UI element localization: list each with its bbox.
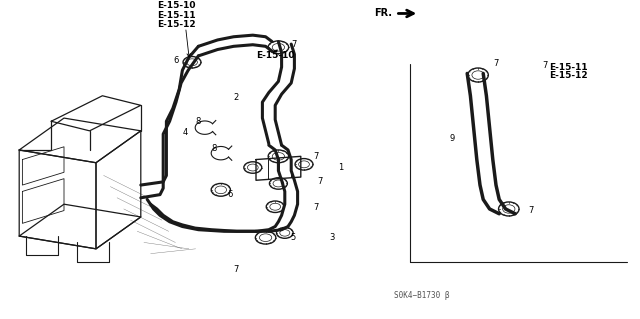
Ellipse shape (266, 201, 284, 212)
Text: E-15-11: E-15-11 (157, 11, 195, 20)
Text: E-15-10: E-15-10 (157, 1, 195, 10)
Text: 8: 8 (211, 144, 216, 153)
Ellipse shape (269, 178, 287, 189)
Text: 9: 9 (450, 134, 455, 143)
Text: E-15-11: E-15-11 (549, 63, 588, 71)
Text: E-15-12: E-15-12 (549, 71, 588, 80)
Text: 7: 7 (234, 265, 239, 274)
Text: 2: 2 (234, 93, 239, 102)
Ellipse shape (183, 56, 201, 68)
Text: S0K4−B1730 β: S0K4−B1730 β (394, 291, 449, 300)
Text: 8: 8 (195, 117, 200, 126)
Text: 7: 7 (291, 40, 296, 49)
Text: 7: 7 (314, 203, 319, 212)
Ellipse shape (211, 183, 230, 196)
Text: E-15-10: E-15-10 (256, 51, 294, 60)
Text: E-15-12: E-15-12 (157, 20, 195, 29)
Text: FR.: FR. (374, 9, 392, 19)
Text: 5: 5 (290, 233, 295, 242)
Text: 7: 7 (317, 177, 322, 186)
Text: 7: 7 (493, 59, 498, 68)
Text: 6: 6 (173, 56, 179, 65)
Ellipse shape (499, 202, 519, 216)
Ellipse shape (268, 150, 289, 163)
Ellipse shape (295, 159, 313, 170)
Text: 6: 6 (228, 190, 233, 199)
Ellipse shape (244, 162, 262, 173)
Ellipse shape (276, 227, 293, 238)
Text: 1: 1 (338, 163, 343, 172)
Ellipse shape (468, 68, 488, 82)
Text: 7: 7 (542, 61, 547, 70)
Text: 7: 7 (528, 206, 533, 215)
Ellipse shape (255, 231, 276, 244)
Text: 3: 3 (330, 233, 335, 242)
Text: 4: 4 (182, 128, 188, 137)
Ellipse shape (268, 41, 289, 54)
Text: 7: 7 (314, 152, 319, 161)
